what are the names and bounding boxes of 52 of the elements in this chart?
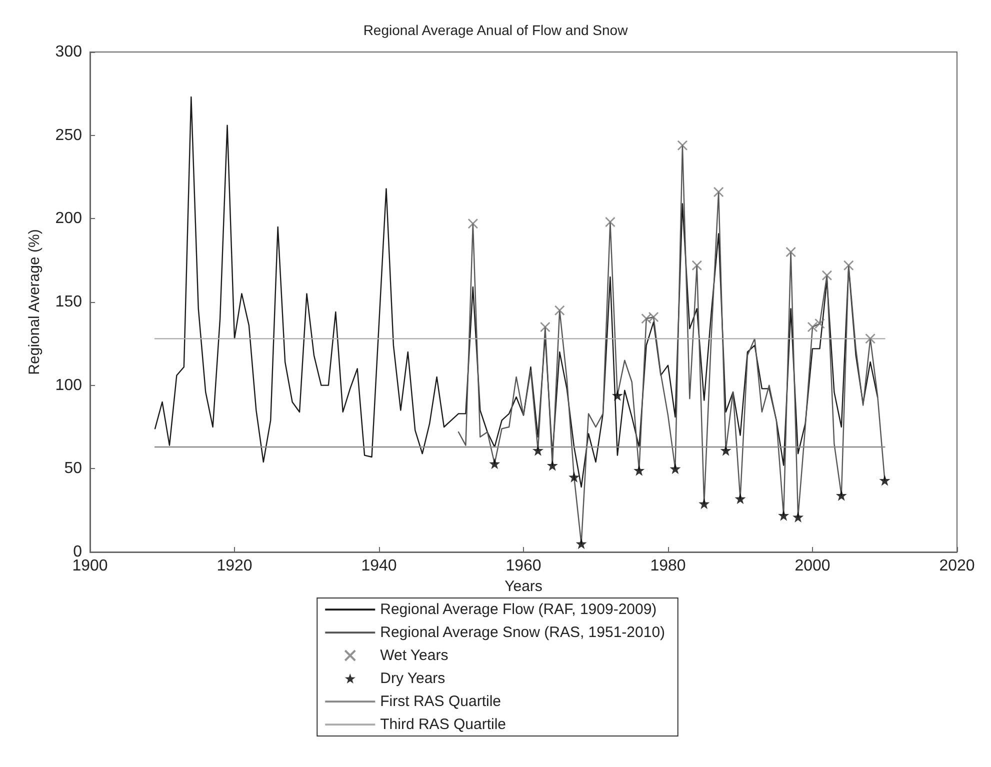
point bbox=[692, 260, 702, 271]
x-axis-title: Years bbox=[504, 578, 542, 595]
point bbox=[489, 458, 500, 470]
legend-label: Wet Years bbox=[380, 647, 448, 664]
legend-label: Regional Average Flow (RAF, 1909-2009) bbox=[380, 601, 657, 618]
x-tick-label: 1940 bbox=[361, 558, 397, 574]
point bbox=[677, 140, 688, 151]
y-tick-label: 0 bbox=[73, 544, 82, 560]
point bbox=[836, 490, 847, 501]
point bbox=[734, 493, 746, 504]
x-tick-label: 1980 bbox=[650, 558, 686, 574]
point bbox=[879, 474, 890, 486]
point bbox=[843, 260, 854, 271]
legend-label: First RAS Quartile bbox=[380, 693, 501, 710]
y-tick-label: 150 bbox=[55, 294, 82, 310]
x-tick-label: 1920 bbox=[216, 558, 252, 574]
point bbox=[546, 460, 558, 471]
point bbox=[540, 322, 550, 332]
point bbox=[468, 218, 478, 229]
y-tick-label: 250 bbox=[55, 126, 82, 144]
point bbox=[786, 246, 796, 258]
point bbox=[778, 510, 790, 521]
legend-label: Dry Years bbox=[380, 670, 446, 687]
point bbox=[814, 318, 825, 329]
point bbox=[554, 305, 565, 316]
y-tick-label: 300 bbox=[55, 44, 82, 60]
point bbox=[568, 472, 580, 482]
point bbox=[532, 444, 544, 456]
point bbox=[576, 538, 587, 550]
line-series bbox=[154, 96, 878, 488]
x-tick-label: 1900 bbox=[72, 558, 108, 574]
point bbox=[865, 333, 876, 344]
y-axis-title: Regional Average (%) bbox=[26, 229, 43, 375]
x-tick-label: 1960 bbox=[506, 558, 542, 574]
point bbox=[612, 390, 623, 401]
point bbox=[605, 216, 616, 228]
point bbox=[698, 498, 710, 510]
point bbox=[822, 270, 832, 281]
x-tick-label: 2000 bbox=[794, 558, 830, 574]
y-tick-label: 50 bbox=[64, 460, 82, 478]
legend-label: Third RAS Quartile bbox=[380, 716, 506, 733]
chart-title: Regional Average Anual of Flow and Snow bbox=[363, 22, 629, 38]
y-tick-label: 100 bbox=[55, 376, 82, 394]
point bbox=[670, 463, 681, 474]
point bbox=[792, 512, 804, 522]
point bbox=[713, 186, 724, 198]
x-tick-label: 2020 bbox=[939, 558, 975, 574]
point bbox=[720, 444, 732, 456]
legend-label: Regional Average Snow (RAS, 1951-2010) bbox=[380, 624, 666, 641]
point bbox=[807, 322, 818, 332]
y-tick-label: 200 bbox=[55, 210, 82, 228]
point bbox=[634, 464, 645, 476]
